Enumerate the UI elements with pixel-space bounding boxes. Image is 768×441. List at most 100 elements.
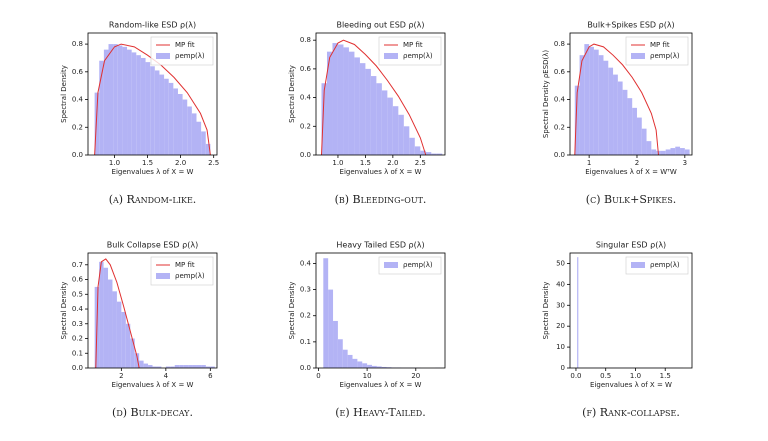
y-tick-label: 0.1 bbox=[72, 349, 83, 357]
y-tick-label: 0.6 bbox=[72, 68, 84, 76]
x-axis-label: Eigenvalues λ of X = W bbox=[112, 168, 194, 176]
histogram-bar bbox=[342, 349, 348, 368]
histogram-bar bbox=[170, 366, 175, 368]
histogram-bar bbox=[409, 137, 415, 155]
x-axis-label: Eigenvalues λ of X = WᵀW bbox=[585, 168, 677, 176]
y-tick-label: 0.3 bbox=[300, 286, 311, 294]
histogram-bar bbox=[343, 47, 349, 156]
legend-swatch bbox=[156, 273, 170, 279]
y-tick-label: 0.8 bbox=[300, 36, 311, 44]
legend-label: MP fit bbox=[175, 261, 195, 269]
legend-box bbox=[625, 36, 689, 66]
histogram-bar bbox=[359, 63, 366, 156]
histogram-bar bbox=[370, 76, 377, 155]
x-tick-label: 3 bbox=[683, 159, 687, 167]
histogram-bar bbox=[131, 52, 137, 156]
chart-title: Random-like ESD ρ(λ) bbox=[109, 21, 196, 30]
legend-box bbox=[378, 36, 442, 66]
y-tick-label: 0.4 bbox=[300, 94, 312, 102]
histogram-bar bbox=[187, 106, 192, 155]
histogram-bar bbox=[108, 44, 114, 155]
histogram-bar bbox=[121, 311, 126, 368]
x-tick-label: 0.0 bbox=[570, 372, 581, 380]
histogram-bar bbox=[99, 60, 104, 155]
chart-title: Heavy Tailed ESD ρ(λ) bbox=[336, 241, 424, 250]
histogram-bar bbox=[577, 257, 579, 368]
x-tick-label: 2 bbox=[635, 159, 639, 167]
y-tick-label: 0.1 bbox=[300, 338, 311, 346]
legend-box bbox=[378, 256, 442, 275]
histogram-bar bbox=[354, 57, 360, 155]
histogram-bar bbox=[156, 366, 162, 368]
y-axis-label: Spectral Density bbox=[288, 65, 296, 123]
legend-label: ρemp(λ) bbox=[175, 52, 205, 60]
y-axis-label: Spectral Density bbox=[542, 282, 550, 340]
histogram-bar bbox=[347, 354, 353, 368]
y-tick-label: 0.8 bbox=[554, 40, 565, 48]
y-tick-label: 0.2 bbox=[72, 123, 83, 131]
y-tick-label: 0.3 bbox=[72, 320, 83, 328]
histogram-bar bbox=[632, 107, 637, 155]
y-tick-label: 40 bbox=[556, 280, 565, 288]
histogram-bar bbox=[646, 141, 652, 155]
histogram-bar bbox=[670, 148, 676, 155]
chart-title: Bulk Collapse ESD ρ(λ) bbox=[107, 241, 198, 250]
histogram-bar bbox=[188, 365, 193, 368]
legend-box bbox=[150, 36, 214, 66]
legend-label: MP fit bbox=[650, 41, 670, 49]
histogram-bar bbox=[205, 366, 211, 368]
x-tick-label: 1.5 bbox=[660, 372, 671, 380]
histogram-bar bbox=[103, 49, 109, 155]
histogram-bar bbox=[627, 98, 633, 155]
histogram-bar bbox=[425, 152, 432, 155]
histogram-bar bbox=[165, 366, 171, 368]
x-tick-label: 1.0 bbox=[109, 159, 120, 167]
x-axis-label: Eigenvalues λ of X = W bbox=[112, 381, 194, 389]
y-axis-label: Spectral Density bbox=[288, 282, 296, 340]
y-tick-label: 0.6 bbox=[300, 65, 312, 73]
histogram-bar bbox=[651, 149, 657, 155]
y-tick-label: 0.0 bbox=[300, 151, 311, 159]
axes-frame bbox=[315, 32, 446, 156]
histogram-bar bbox=[130, 338, 135, 368]
legend-label: MP fit bbox=[403, 41, 423, 49]
fit-line bbox=[320, 39, 427, 156]
chart-title: Singular ESD ρ(λ) bbox=[596, 241, 666, 250]
x-tick-label: 2.5 bbox=[208, 159, 219, 167]
histogram-bar bbox=[381, 366, 387, 368]
histogram-bar bbox=[593, 49, 599, 155]
y-tick-label: 0.6 bbox=[554, 68, 566, 76]
histogram-bar bbox=[608, 67, 614, 155]
histogram-bar bbox=[148, 365, 153, 368]
histogram-bar bbox=[371, 365, 377, 368]
histogram-bar bbox=[420, 150, 426, 155]
y-tick-label: 0.4 bbox=[300, 259, 312, 267]
y-tick-label: 0.4 bbox=[72, 96, 84, 104]
histogram-bar bbox=[367, 364, 372, 368]
histogram-bar bbox=[196, 365, 202, 368]
histogram-bar bbox=[122, 46, 128, 156]
histogram-bar bbox=[145, 62, 151, 156]
legend-swatch bbox=[631, 262, 645, 268]
y-tick-label: 0.2 bbox=[300, 312, 311, 320]
histogram-bar bbox=[392, 106, 399, 155]
histogram-bar bbox=[326, 51, 333, 155]
y-tick-label: 0.2 bbox=[554, 123, 565, 131]
y-tick-label: 0 bbox=[561, 364, 565, 372]
histogram-bar bbox=[173, 88, 178, 155]
legend-label: ρemp(λ) bbox=[650, 261, 680, 269]
histogram-bar bbox=[152, 366, 157, 368]
caption: (e) Heavy-Tailed. bbox=[335, 406, 425, 419]
legend-label: ρemp(λ) bbox=[650, 52, 680, 60]
axes-frame bbox=[87, 252, 218, 369]
y-tick-label: 0.6 bbox=[72, 276, 84, 284]
x-tick-label: 0 bbox=[316, 372, 320, 380]
histogram-bar bbox=[116, 301, 122, 368]
legend-label: MP fit bbox=[175, 41, 195, 49]
histogram-bar bbox=[357, 361, 363, 368]
histogram-bar bbox=[143, 363, 149, 368]
x-axis-label: Eigenvalues λ of X = W bbox=[340, 381, 422, 389]
x-tick-label: 1.0 bbox=[332, 159, 343, 167]
fit-line bbox=[574, 43, 660, 156]
